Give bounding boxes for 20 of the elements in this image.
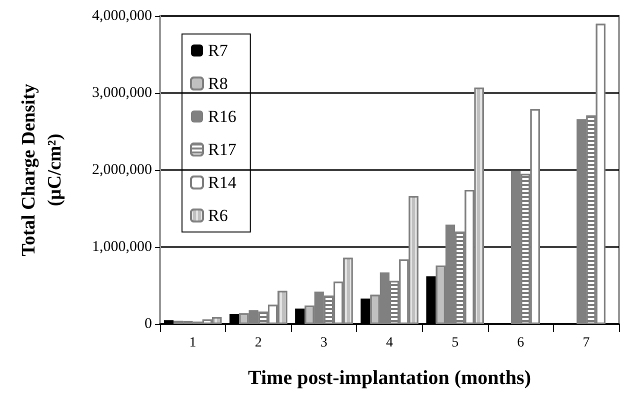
x-tick-label: 6 <box>517 336 524 350</box>
y-tick-label: 4,000,000 <box>92 8 152 24</box>
y-axis-title: Total Charge Density (µC/cm²) <box>18 83 66 256</box>
x-tick-label: 2 <box>254 336 262 350</box>
y-tick-label: 1,000,000 <box>92 239 152 255</box>
y-tick-label: 0 <box>144 316 152 332</box>
x-tick-label: 7 <box>582 336 590 350</box>
x-tick-label: 4 <box>386 336 393 350</box>
x-tick-label: 1 <box>189 336 196 350</box>
x-axis-title: Time post-implantation (months) <box>248 367 531 389</box>
legend-label: R17 <box>208 140 237 159</box>
legend-label: R8 <box>208 74 228 93</box>
x-tick-label: 5 <box>452 336 459 350</box>
y-tick-label: 2,000,000 <box>92 162 152 178</box>
legend-label: R16 <box>208 107 236 126</box>
x-tick-label: 3 <box>320 336 328 350</box>
y-tick-label: 3,000,000 <box>92 85 152 101</box>
legend-label: R7 <box>208 41 228 60</box>
legend-label: R6 <box>208 206 228 225</box>
legend-label: R14 <box>208 173 237 192</box>
